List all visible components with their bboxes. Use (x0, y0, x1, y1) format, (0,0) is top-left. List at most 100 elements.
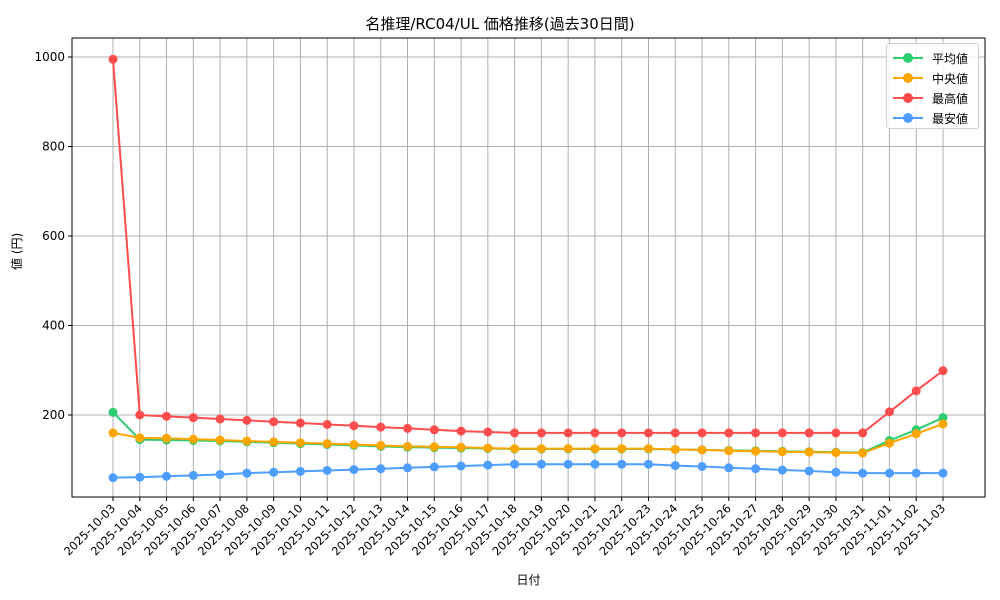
data-point-marker (911, 386, 921, 396)
data-point-marker (510, 444, 520, 454)
data-point-marker (536, 459, 546, 469)
data-point-marker (670, 428, 680, 438)
data-point-marker (643, 444, 653, 454)
data-point-marker (269, 417, 279, 427)
data-point-marker (777, 465, 787, 475)
legend-label: 平均値 (932, 52, 969, 66)
x-axis-ticks: 2025-10-032025-10-042025-10-052025-10-06… (61, 497, 948, 558)
data-point-marker (911, 429, 921, 439)
data-point-marker (376, 464, 386, 474)
data-point-marker (590, 444, 600, 454)
data-point-marker (831, 467, 841, 477)
data-point-marker (215, 414, 225, 424)
data-point-marker (349, 440, 359, 450)
data-point-marker (777, 428, 787, 438)
legend-label: 最安値 (932, 112, 969, 126)
data-point-marker (858, 468, 868, 478)
data-point-marker (938, 468, 948, 478)
data-point-marker (804, 447, 814, 457)
data-point-marker (724, 463, 734, 473)
data-point-marker (938, 366, 948, 376)
data-point-marker (188, 470, 198, 480)
data-point-marker (429, 462, 439, 472)
data-point-marker (831, 428, 841, 438)
y-tick-label: 400 (42, 319, 65, 333)
series-line (112, 423, 944, 455)
data-point-marker (403, 441, 413, 451)
data-point-marker (429, 442, 439, 452)
data-point-marker (884, 438, 894, 448)
data-point-marker (456, 442, 466, 452)
data-point-marker (670, 444, 680, 454)
data-point-marker (242, 468, 252, 478)
data-point-marker (563, 459, 573, 469)
data-point-marker (777, 447, 787, 457)
data-point-marker (322, 439, 332, 449)
data-point-marker (403, 423, 413, 433)
data-point-marker (697, 461, 707, 471)
data-point-marker (376, 422, 386, 432)
legend-item-max: 最高値 (887, 88, 978, 108)
data-point-marker (483, 460, 493, 470)
data-point-marker (510, 428, 520, 438)
series-line (112, 59, 944, 434)
data-point-marker (429, 425, 439, 435)
data-point-marker (322, 419, 332, 429)
data-point-marker (162, 433, 172, 443)
data-point-marker (617, 428, 627, 438)
y-tick-label: 1000 (34, 50, 65, 64)
data-point-marker (590, 428, 600, 438)
data-point-marker (188, 413, 198, 423)
y-axis-label: 値 (円) (10, 232, 24, 270)
data-point-marker (135, 433, 145, 443)
legend-label: 中央値 (932, 72, 969, 86)
data-point-marker (884, 468, 894, 478)
y-tick-label: 200 (42, 408, 65, 422)
data-point-marker (322, 465, 332, 475)
legend-marker-icon (903, 73, 913, 83)
data-point-marker (403, 463, 413, 473)
data-point-marker (510, 459, 520, 469)
data-point-marker (188, 434, 198, 444)
data-point-marker (884, 407, 894, 417)
data-point-marker (108, 54, 118, 64)
data-point-marker (858, 428, 868, 438)
data-point-marker (804, 466, 814, 476)
data-point-marker (938, 419, 948, 429)
data-point-marker (269, 437, 279, 447)
data-point-marker (162, 411, 172, 421)
data-point-marker (483, 443, 493, 453)
chart-title: 名推理/RC04/UL 価格推移(過去30日間) (365, 15, 635, 33)
data-point-marker (215, 470, 225, 480)
data-point-marker (724, 428, 734, 438)
data-point-marker (831, 448, 841, 458)
legend: 平均値 中央値 最高値 最安値 (886, 43, 979, 129)
data-point-marker (590, 459, 600, 469)
y-tick-label: 600 (42, 229, 65, 243)
grid-lines (72, 38, 985, 497)
data-point-marker (295, 418, 305, 428)
data-point-marker (617, 444, 627, 454)
data-point-marker (563, 444, 573, 454)
data-point-marker (162, 471, 172, 481)
data-point-marker (108, 407, 118, 417)
data-point-marker (911, 468, 921, 478)
y-axis-ticks: 200 400 600 800 1000 (34, 50, 72, 422)
data-point-marker (938, 413, 948, 423)
legend-marker-icon (903, 113, 913, 123)
data-point-marker (108, 473, 118, 483)
data-point-marker (697, 428, 707, 438)
data-point-marker (724, 446, 734, 456)
data-point-marker (269, 467, 279, 477)
data-point-marker (135, 472, 145, 482)
x-axis-label: 日付 (516, 573, 541, 587)
plot-frame (71, 37, 986, 498)
y-tick-label: 800 (42, 140, 65, 154)
data-point-marker (536, 428, 546, 438)
data-point-marker (349, 421, 359, 431)
data-point-marker (242, 415, 252, 425)
data-point-marker (295, 466, 305, 476)
data-point-marker (858, 448, 868, 458)
series-line (112, 463, 943, 479)
data-point-marker (617, 459, 627, 469)
